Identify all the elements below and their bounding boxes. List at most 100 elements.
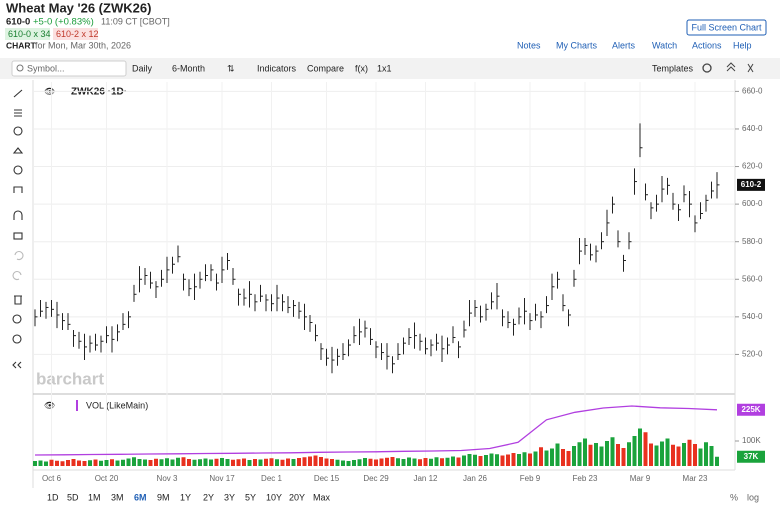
volume-legend-swatch	[76, 400, 78, 411]
eye-icon[interactable]: 👁	[44, 400, 55, 410]
fx[interactable]: f(x)	[355, 63, 368, 73]
settings-icon[interactable]	[702, 63, 712, 73]
percent-scale[interactable]: %	[730, 492, 738, 502]
full-screen-button[interactable]	[686, 19, 767, 36]
range-button[interactable]: 6M	[134, 492, 147, 502]
menu-item[interactable]: Help	[733, 40, 752, 50]
volume-bar	[286, 458, 290, 466]
menu-item[interactable]: Notes	[517, 40, 541, 50]
range-button[interactable]: 5Y	[245, 492, 256, 502]
volume-bar	[99, 460, 103, 466]
volume-bar	[478, 456, 483, 466]
menu-item[interactable]: Watch	[652, 40, 677, 50]
expand-icon[interactable]	[747, 63, 754, 73]
chart-date: for Mon, Mar 30th, 2026	[35, 40, 131, 50]
volume-bar	[44, 461, 48, 466]
y-tick-label: 580-0	[742, 237, 763, 246]
interval[interactable]: Daily	[132, 63, 153, 73]
volume-bar	[616, 444, 620, 466]
volume-bar	[291, 459, 296, 466]
volume-bar	[280, 459, 285, 466]
y-tick-label: 540-0	[742, 312, 763, 321]
volume-bar	[220, 458, 224, 466]
x-tick-label: Nov 17	[209, 474, 235, 483]
range[interactable]: 6-Month	[172, 63, 205, 73]
delete-tool[interactable]	[14, 295, 22, 305]
volume-bar	[528, 453, 532, 466]
quote-time: 11:09 CT [CBOT]	[101, 16, 170, 26]
x-tick-label: Nov 3	[157, 474, 178, 483]
lock-tool[interactable]	[13, 232, 23, 240]
undo-tool[interactable]	[14, 251, 24, 261]
volume-bar	[170, 459, 175, 466]
volume-bar	[71, 459, 76, 466]
symbol-placeholder[interactable]: Symbol...	[27, 63, 65, 73]
x-tick-label: Jan 26	[463, 474, 488, 483]
volume-bar	[137, 459, 142, 466]
trend-tool[interactable]	[13, 89, 23, 98]
volume-bar	[643, 432, 648, 466]
range-button[interactable]: 9M	[157, 492, 170, 502]
marker-tool[interactable]	[12, 147, 24, 154]
x-tick-label: Dec 15	[314, 474, 340, 483]
volume-bar	[236, 459, 241, 466]
zoom-out-tool[interactable]	[12, 334, 22, 344]
y2-tick-label: 100K	[742, 436, 761, 445]
volume-bar	[412, 458, 417, 466]
volume-bar	[594, 443, 598, 466]
volume-bar	[368, 458, 373, 466]
full-screen-label[interactable]: Full Screen Chart	[691, 22, 762, 32]
fib-tool[interactable]	[14, 109, 22, 117]
range-button[interactable]: 1M	[88, 492, 101, 502]
range-button[interactable]: 1D	[47, 492, 59, 502]
shape-tool[interactable]	[13, 126, 23, 136]
volume-bar	[451, 456, 455, 466]
zoom-in-tool[interactable]	[12, 314, 22, 324]
layout[interactable]: 1x1	[377, 63, 392, 73]
toolbar	[0, 58, 780, 79]
volume-bar	[511, 453, 516, 466]
volume-bar	[143, 459, 147, 466]
title: Wheat May '26 (ZWK26)	[6, 0, 151, 15]
indicators[interactable]: Indicators	[257, 63, 297, 73]
range-button[interactable]: 1Y	[180, 492, 191, 502]
volume-bar	[82, 461, 87, 466]
menu-item[interactable]: Alerts	[612, 40, 636, 50]
log-scale[interactable]: log	[747, 492, 759, 502]
volume-bar	[330, 459, 334, 466]
range-button[interactable]: Max	[313, 492, 331, 502]
range-button[interactable]: 2Y	[203, 492, 214, 502]
menu-item[interactable]: Actions	[692, 40, 722, 50]
text-tool[interactable]	[13, 165, 23, 175]
volume-bar	[390, 457, 395, 466]
volume-bar	[165, 458, 169, 466]
templates[interactable]: Templates	[652, 63, 694, 73]
volume-bar	[401, 459, 406, 466]
range-button[interactable]: 3M	[111, 492, 124, 502]
collapse-icon[interactable]	[726, 62, 736, 72]
volume-bar	[247, 460, 252, 466]
redo-tool[interactable]	[12, 271, 22, 281]
volume-bar	[654, 445, 659, 466]
bid: 610-0 x 34	[8, 29, 51, 39]
volume-bar	[33, 461, 37, 466]
compare[interactable]: Compare	[307, 63, 344, 73]
volume-bar	[550, 448, 554, 466]
symbol-input[interactable]	[11, 60, 127, 77]
volume-bar	[275, 459, 279, 466]
x-tick-label: Jan 12	[413, 474, 438, 483]
volume-bar	[313, 455, 318, 466]
magnet-tool[interactable]	[13, 210, 23, 220]
menu-item[interactable]: My Charts	[556, 40, 598, 50]
range-button[interactable]: 3Y	[224, 492, 235, 502]
bar-type-icon[interactable]: ⇅	[227, 63, 235, 73]
hide-tools[interactable]	[12, 361, 22, 369]
volume-bar	[253, 459, 257, 466]
range-button[interactable]: 5D	[67, 492, 79, 502]
y-tick-label: 640-0	[742, 124, 763, 133]
range-button[interactable]: 10Y	[266, 492, 282, 502]
volume-bar	[649, 443, 653, 466]
volume-bar	[319, 457, 323, 466]
range-button[interactable]: 20Y	[289, 492, 305, 502]
measure-tool[interactable]	[13, 186, 23, 193]
